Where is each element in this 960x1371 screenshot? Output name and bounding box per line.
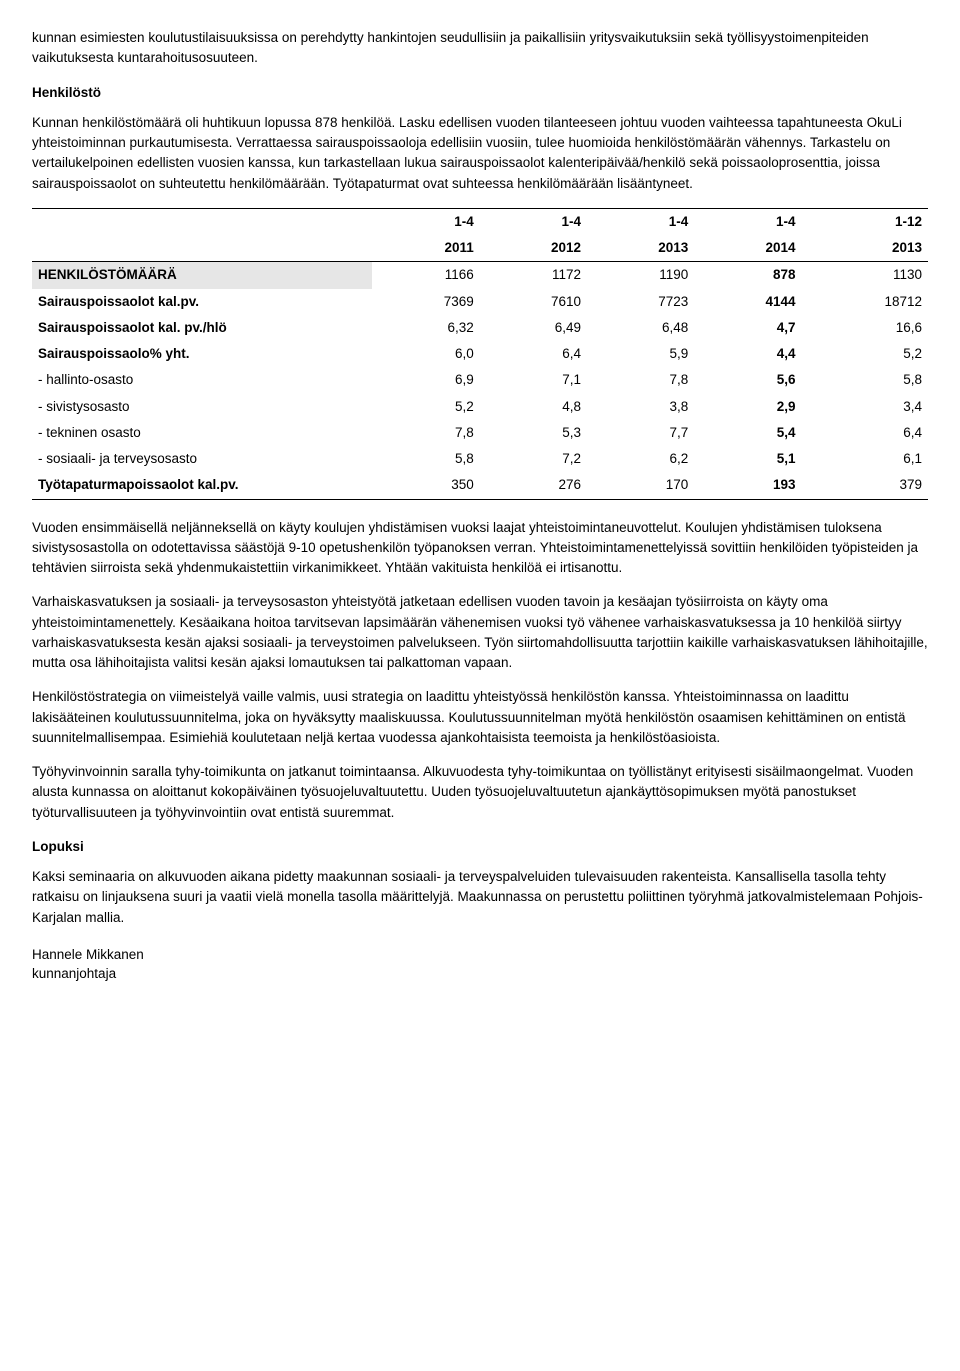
table-row: - hallinto-osasto6,97,17,85,65,8 [32,367,928,393]
table-cell: - sivistysosasto [32,394,372,420]
paragraph-vuoden: Vuoden ensimmäisellä neljänneksellä on k… [32,518,928,579]
table-cell: 193 [694,472,801,499]
th-year-2013b: 2013 [802,235,928,262]
signature-title: kunnanjohtaja [32,965,928,984]
table-cell: 6,49 [480,315,587,341]
henkilosto-paragraph: Kunnan henkilöstömäärä oli huhtikuun lop… [32,113,928,194]
table-cell: 5,9 [587,341,694,367]
table-cell: Sairauspoissaolo% yht. [32,341,372,367]
table-cell: 6,2 [587,446,694,472]
table-row: Sairauspoissaolot kal.pv.736976107723414… [32,289,928,315]
table-cell: Työtapaturmapoissaolot kal.pv. [32,472,372,499]
table-cell: 1190 [587,262,694,289]
table-row: - tekninen osasto7,85,37,75,46,4 [32,420,928,446]
table-cell: 7,8 [587,367,694,393]
paragraph-varhaiskasvatuksen: Varhaiskasvatuksen ja sosiaali- ja terve… [32,592,928,673]
th-1-4-2012: 1-4 [480,208,587,235]
table-cell: Sairauspoissaolot kal.pv. [32,289,372,315]
table-cell: 1166 [372,262,479,289]
table-header-row-1: 1-4 1-4 1-4 1-4 1-12 [32,208,928,235]
table-cell: 170 [587,472,694,499]
paragraph-henkilostostrategia: Henkilöstöstrategia on viimeistelyä vail… [32,687,928,748]
table-row: - sivistysosasto5,24,83,82,93,4 [32,394,928,420]
table-cell: 7,8 [372,420,479,446]
heading-henkilosto: Henkilöstö [32,83,928,103]
table-cell: 7,2 [480,446,587,472]
table-cell: 3,8 [587,394,694,420]
th-blank-2 [32,235,372,262]
th-year-2011: 2011 [372,235,479,262]
table-cell: HENKILÖSTÖMÄÄRÄ [32,262,372,289]
table-cell: 7369 [372,289,479,315]
signature-block: Hannele Mikkanen kunnanjohtaja [32,946,928,984]
table-cell: 5,1 [694,446,801,472]
table-cell: 5,8 [802,367,928,393]
table-header-row-2: 2011 2012 2013 2014 2013 [32,235,928,262]
th-year-2012: 2012 [480,235,587,262]
table-cell: 5,6 [694,367,801,393]
table-body: HENKILÖSTÖMÄÄRÄ1166117211908781130Sairau… [32,262,928,499]
table-cell: 18712 [802,289,928,315]
th-1-4-2014: 1-4 [694,208,801,235]
th-year-2013: 2013 [587,235,694,262]
paragraph-lopuksi: Kaksi seminaaria on alkuvuoden aikana pi… [32,867,928,928]
table-cell: 6,9 [372,367,479,393]
th-blank-1 [32,208,372,235]
heading-lopuksi: Lopuksi [32,837,928,857]
th-year-2014: 2014 [694,235,801,262]
table-cell: 6,4 [480,341,587,367]
th-1-4-2011: 1-4 [372,208,479,235]
table-cell: 5,3 [480,420,587,446]
th-1-4-2013: 1-4 [587,208,694,235]
intro-paragraph: kunnan esimiesten koulutustilaisuuksissa… [32,28,928,69]
table-cell: - tekninen osasto [32,420,372,446]
table-cell: 7,7 [587,420,694,446]
table-cell: 7610 [480,289,587,315]
table-cell: 1130 [802,262,928,289]
table-cell: 4,4 [694,341,801,367]
signature-name: Hannele Mikkanen [32,946,928,965]
table-cell: 5,8 [372,446,479,472]
henkilosto-table: 1-4 1-4 1-4 1-4 1-12 2011 2012 2013 2014… [32,208,928,500]
table-row: Sairauspoissaolo% yht.6,06,45,94,45,2 [32,341,928,367]
table-cell: 350 [372,472,479,499]
table-cell: 4144 [694,289,801,315]
table-cell: 7723 [587,289,694,315]
table-cell: - sosiaali- ja terveysosasto [32,446,372,472]
table-cell: - hallinto-osasto [32,367,372,393]
paragraph-tyohyvinvoinnin: Työhyvinvoinnin saralla tyhy-toimikunta … [32,762,928,823]
table-cell: 5,2 [372,394,479,420]
table-row: HENKILÖSTÖMÄÄRÄ1166117211908781130 [32,262,928,289]
table-cell: 878 [694,262,801,289]
table-cell: 5,2 [802,341,928,367]
table-cell: 6,4 [802,420,928,446]
table-cell: 6,0 [372,341,479,367]
table-cell: 379 [802,472,928,499]
table-cell: 5,4 [694,420,801,446]
table-cell: 4,7 [694,315,801,341]
table-cell: 6,48 [587,315,694,341]
table-cell: 1172 [480,262,587,289]
table-cell: 4,8 [480,394,587,420]
table-cell: 276 [480,472,587,499]
table-row: Työtapaturmapoissaolot kal.pv.3502761701… [32,472,928,499]
table-cell: 16,6 [802,315,928,341]
table-row: - sosiaali- ja terveysosasto5,87,26,25,1… [32,446,928,472]
table-cell: Sairauspoissaolot kal. pv./hlö [32,315,372,341]
table-cell: 7,1 [480,367,587,393]
table-cell: 6,32 [372,315,479,341]
table-cell: 6,1 [802,446,928,472]
table-cell: 3,4 [802,394,928,420]
th-1-12-2013: 1-12 [802,208,928,235]
table-row: Sairauspoissaolot kal. pv./hlö6,326,496,… [32,315,928,341]
table-cell: 2,9 [694,394,801,420]
